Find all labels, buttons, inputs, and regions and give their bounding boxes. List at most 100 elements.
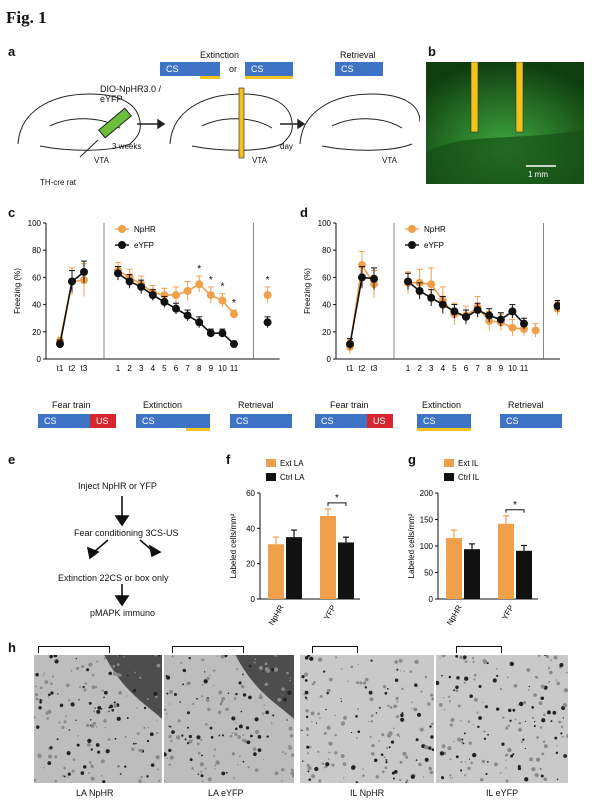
y-tick-label: 60	[32, 273, 41, 282]
cell-dot	[301, 729, 303, 732]
cell-dot	[311, 682, 315, 686]
cell-dot	[368, 690, 373, 695]
cell-dot	[431, 722, 434, 726]
cell-dot	[343, 715, 348, 720]
cell-dot	[200, 738, 203, 742]
cell-dot	[463, 732, 466, 735]
e-step-2: Fear conditioning 3CS-US	[74, 528, 179, 538]
cell-dot	[396, 700, 399, 703]
cell-dot	[384, 766, 388, 770]
cell-dot	[287, 690, 292, 695]
cell-dot	[149, 732, 154, 737]
cell-dot	[303, 693, 306, 696]
cell-dot	[524, 777, 529, 782]
cell-dot	[75, 666, 80, 671]
cell-dot	[76, 743, 80, 747]
cell-dot	[207, 777, 212, 782]
cell-dot	[34, 693, 39, 697]
cell-dot	[220, 700, 224, 704]
cell-dot	[543, 744, 548, 749]
cell-dot	[533, 720, 536, 723]
cell-dot	[77, 734, 79, 737]
cell-dot	[529, 757, 534, 762]
cell-dot	[97, 750, 101, 754]
cell-dot	[102, 780, 106, 783]
cell-dot	[469, 694, 473, 698]
d-light-bar	[417, 428, 471, 431]
cell-dot	[531, 706, 535, 709]
cell-dot	[321, 762, 325, 766]
data-point-NpHR	[218, 296, 227, 305]
a-day-label: day	[280, 142, 293, 151]
cell-dot	[314, 766, 319, 772]
cell-dot	[467, 766, 471, 771]
cell-dot	[80, 771, 85, 775]
cell-dot	[524, 720, 527, 723]
cell-dot	[70, 702, 75, 707]
cell-dot	[238, 724, 243, 729]
b-scale-label: 1 mm	[528, 170, 548, 179]
cell-dot	[455, 755, 459, 759]
a-ext-cs-bar-2: CS	[245, 62, 293, 76]
cell-dot	[451, 777, 454, 779]
cell-dot	[563, 754, 568, 758]
cell-dot	[424, 745, 429, 750]
cell-dot	[231, 731, 234, 734]
cell-dot	[548, 681, 550, 683]
cell-dot	[263, 758, 265, 761]
cell-dot	[556, 778, 559, 781]
cell-dot	[563, 688, 568, 693]
cell-dot	[507, 708, 512, 713]
cell-dot	[116, 663, 120, 667]
cell-dot	[441, 744, 446, 749]
cell-dot	[232, 655, 234, 656]
cell-dot	[325, 762, 330, 767]
data-point-NpHR	[160, 291, 169, 300]
cell-dot	[101, 689, 104, 692]
cell-dot	[478, 716, 482, 720]
cell-dot	[424, 675, 428, 679]
cell-dot	[112, 671, 118, 676]
cell-dot	[405, 755, 409, 759]
cell-dot	[103, 719, 107, 723]
cell-dot	[388, 746, 391, 749]
cell-dot	[147, 727, 150, 729]
cell-dot	[171, 655, 174, 658]
cell-dot	[375, 712, 378, 714]
panel-c-label: c	[8, 205, 16, 220]
d-fear-train-label: Fear train	[330, 400, 369, 410]
cell-dot	[441, 655, 446, 658]
cell-dot	[61, 725, 65, 729]
cell-dot	[499, 772, 502, 774]
cell-dot	[464, 761, 467, 763]
cell-dot	[290, 753, 294, 757]
cell-dot	[63, 720, 67, 724]
cell-dot	[398, 735, 401, 738]
cell-dot	[233, 697, 237, 700]
bar-Ext LA	[320, 515, 336, 599]
cell-dot	[240, 710, 243, 713]
cell-dot	[123, 656, 125, 658]
a-ext-cs-bar-1: CS	[160, 62, 220, 76]
x-tick-label: 2	[417, 364, 422, 373]
data-point-eYFP	[508, 307, 517, 316]
cell-dot	[264, 683, 267, 686]
data-point-eYFP	[473, 306, 482, 315]
cell-dot	[100, 774, 103, 777]
cell-dot	[527, 689, 530, 691]
cell-dot	[45, 711, 50, 715]
cell-dot	[370, 659, 373, 662]
cell-dot	[455, 689, 459, 693]
cell-dot	[386, 733, 392, 738]
cell-dot	[68, 699, 71, 702]
cell-dot	[266, 735, 269, 738]
cell-dot	[289, 679, 291, 682]
cell-dot	[212, 669, 216, 672]
cell-dot	[400, 717, 405, 722]
data-point-eYFP	[496, 315, 505, 324]
cell-dot	[518, 701, 524, 707]
data-point-eYFP	[462, 312, 470, 321]
cell-dot	[249, 734, 253, 738]
cell-dot	[428, 746, 432, 750]
cell-dot	[472, 660, 475, 663]
